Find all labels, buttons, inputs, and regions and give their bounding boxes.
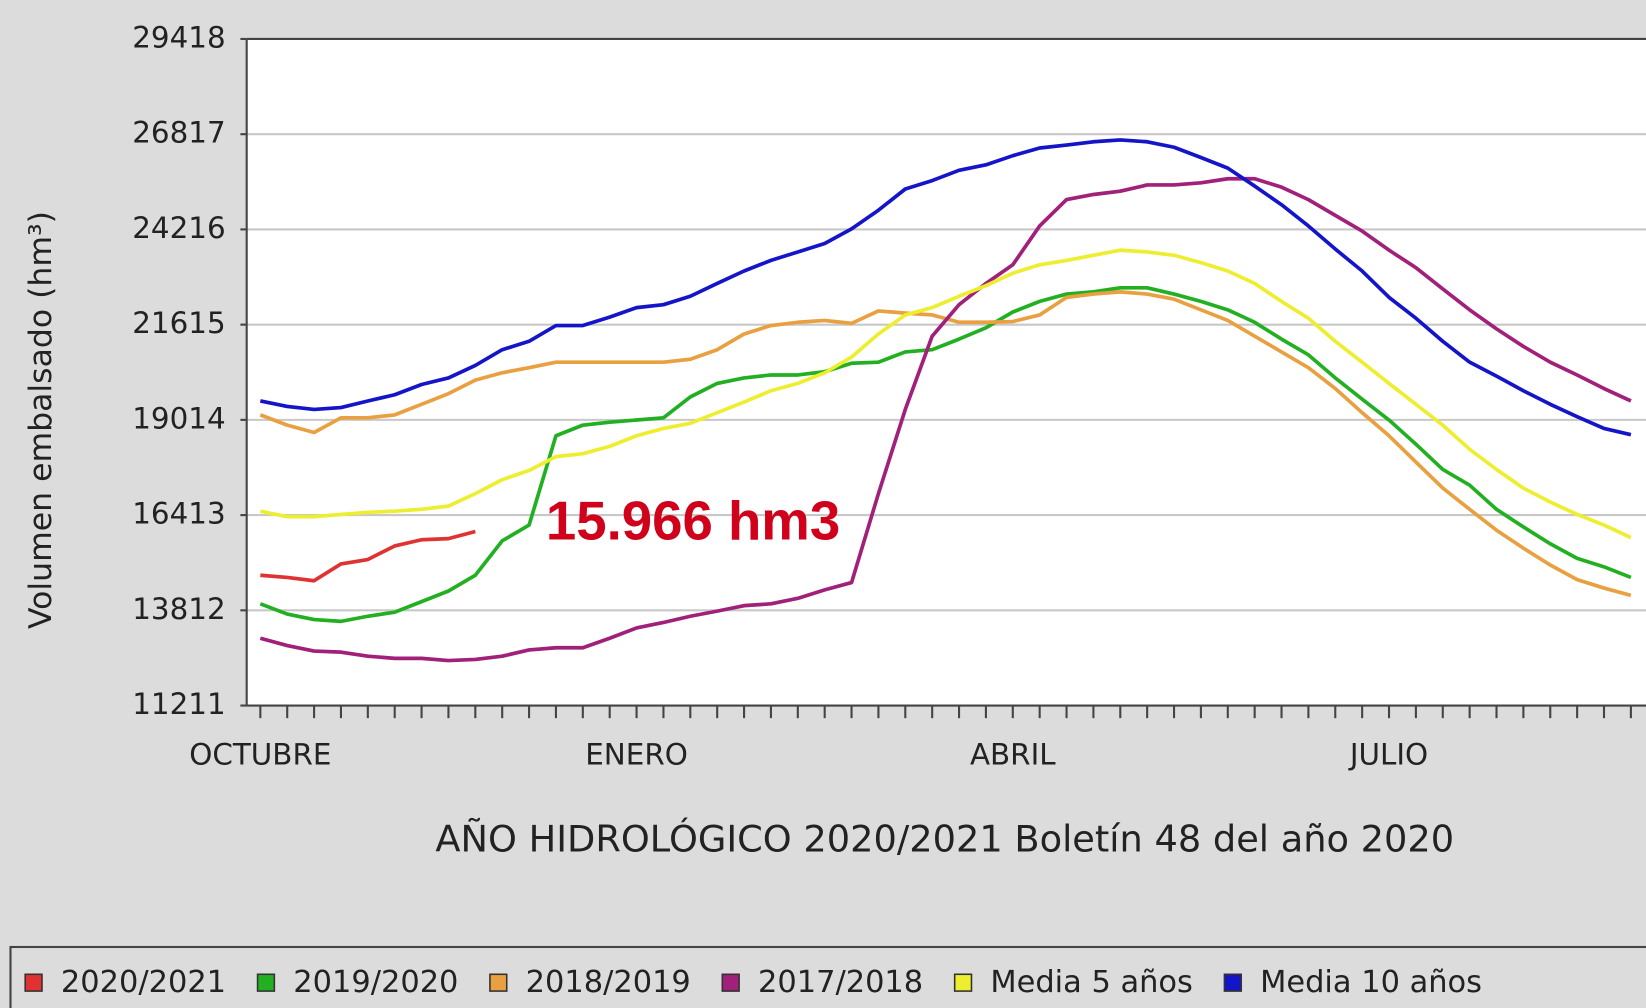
legend-label: 2017/2018 xyxy=(758,965,923,1000)
series-line xyxy=(259,138,1632,437)
x-tick-label: OCTUBRE xyxy=(189,737,331,771)
y-tick-label: 19014 xyxy=(132,401,225,435)
legend-swatch xyxy=(489,973,508,992)
legend-box xyxy=(9,945,1646,1008)
legend-swatch xyxy=(721,973,740,992)
y-tick-label: 13812 xyxy=(132,592,225,626)
y-tick-label: 21615 xyxy=(132,306,225,340)
series-line xyxy=(259,176,1632,663)
legend-swatch xyxy=(953,973,973,992)
y-axis-label: Volumen embalsado (hm³) xyxy=(23,211,59,629)
x-axis-label: AÑO HIDROLÓGICO 2020/2021 Boletín 48 del… xyxy=(435,816,1454,860)
y-tick-label: 26817 xyxy=(132,116,225,150)
legend-label: Media 5 años xyxy=(990,965,1193,1000)
legend-swatch xyxy=(256,973,276,992)
x-tick-label: ABRIL xyxy=(970,737,1056,771)
y-tick-label: 11211 xyxy=(132,687,225,721)
series-line xyxy=(260,529,476,583)
legend-label: Media 10 años xyxy=(1260,965,1482,1000)
x-tick-label: ENERO xyxy=(585,737,688,771)
legend-label: 2019/2020 xyxy=(293,965,458,1000)
y-tick-label: 29418 xyxy=(132,20,225,54)
y-tick-label: 16413 xyxy=(132,497,225,531)
series-line xyxy=(259,248,1632,540)
legend-label: 2018/2019 xyxy=(526,965,691,1000)
series-line xyxy=(259,286,1632,624)
y-tick-label: 24216 xyxy=(132,211,225,245)
plot-area xyxy=(246,38,1646,706)
legend-swatch xyxy=(24,973,43,992)
legend-swatch xyxy=(1223,973,1243,992)
annotation: 15.966 hm3 xyxy=(546,490,840,551)
legend-label: 2020/2021 xyxy=(61,965,226,1000)
x-tick-label: JULIO xyxy=(1348,737,1428,771)
